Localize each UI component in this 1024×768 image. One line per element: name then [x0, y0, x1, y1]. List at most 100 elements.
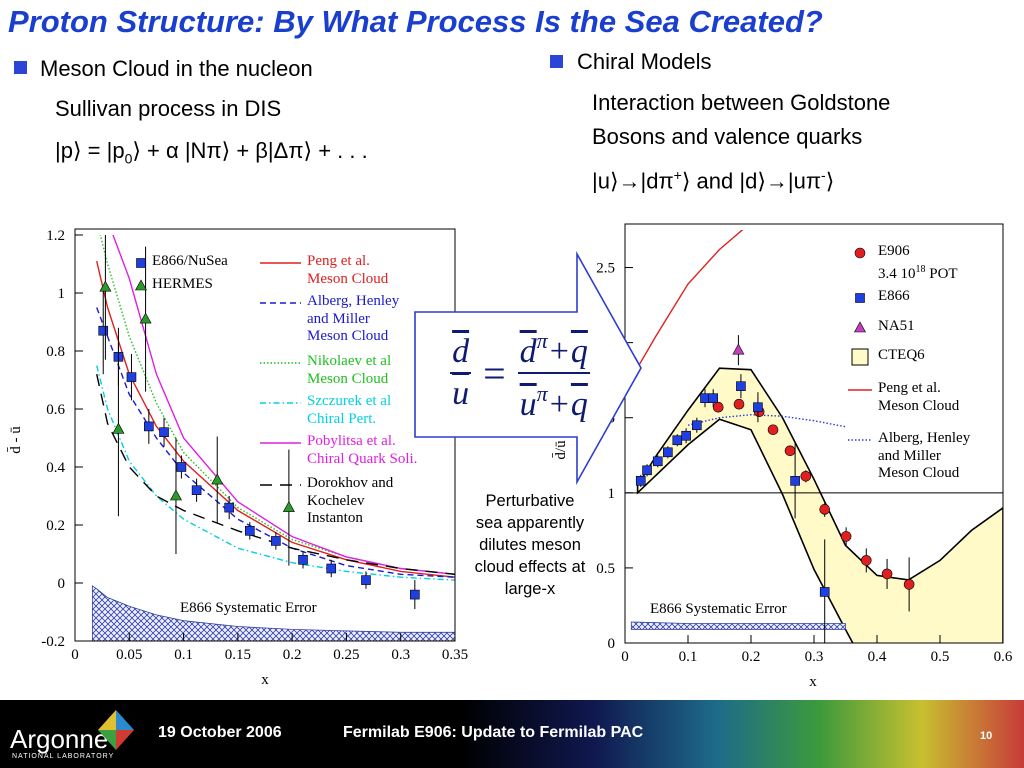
legend-entry: Alberg, Henley and Miller Meson Cloud [878, 430, 970, 481]
formula-sub: 0 [124, 150, 133, 167]
marker-square [245, 525, 255, 536]
marker-square [635, 476, 646, 486]
callout: Perturbative sea apparently dilutes meso… [474, 492, 586, 598]
marker-circle [854, 247, 866, 259]
legend-label: Dorokhov and Kochelev Instanton [307, 475, 394, 526]
legend-label: E906 [878, 243, 910, 259]
note-sup: 18 [915, 263, 926, 275]
marker-square [144, 421, 154, 432]
x-tick-label: 0.15 [225, 647, 251, 663]
footer-date: 19 October 2006 [158, 724, 282, 741]
marker-triangle [211, 473, 224, 485]
y-tick-label: 1.2 [46, 228, 65, 244]
marker-triangle [169, 489, 182, 501]
eq-symbol: d [519, 333, 537, 370]
marker-square [681, 430, 691, 441]
marker-circle [881, 568, 893, 580]
legend-entry: E866/NuSea [152, 253, 228, 269]
legend-entry: Peng et al. Meson Cloud [878, 380, 960, 414]
legend-swatch [851, 348, 869, 366]
formula-sup: - [821, 167, 826, 183]
marker-triangle [99, 280, 112, 292]
slide-title: Proton Structure: By What Process Is the… [8, 4, 823, 39]
marker-square [136, 258, 146, 268]
marker-triangle [112, 422, 125, 434]
left-formula: |p⟩ = |p0⟩ + α |Nπ⟩ + β|Δπ⟩ + . . . [55, 134, 368, 175]
legend-entry: Dorokhov and Kochelev Instanton [307, 475, 394, 526]
eq-sup: π [536, 381, 548, 406]
y-tick-label: 0 [608, 636, 616, 652]
y-axis-label: d̄/ū [553, 440, 569, 460]
formula-part: |p⟩ = |p [55, 138, 125, 163]
systematic-area [91, 585, 455, 641]
marker-circle [800, 470, 812, 482]
x-tick-label: 0.1 [174, 647, 193, 663]
eq-sup: π [536, 328, 548, 353]
y-tick-label: 0.2 [46, 518, 65, 534]
marker-square [663, 447, 673, 458]
bullet [14, 61, 27, 74]
legend-entry: Peng et al. Meson Cloud [307, 253, 388, 287]
logo-text: Argonne [10, 724, 109, 754]
x-tick-label: 0.1 [679, 649, 698, 665]
eq-symbol: q [570, 333, 588, 370]
arrow [414, 250, 642, 486]
formula-part: ⟩ + α |Nπ⟩ + β|Δπ⟩ + . . . [132, 138, 368, 163]
marker-circle [784, 445, 796, 457]
marker-square [326, 563, 337, 574]
legend-label: HERMES [152, 276, 213, 292]
eq-sign: = [483, 350, 506, 396]
marker-circle [733, 398, 745, 410]
marker-square [700, 393, 710, 404]
marker-square [753, 402, 763, 413]
plot-frame [624, 223, 1004, 644]
x-tick-label: 0.25 [333, 647, 359, 663]
legend-label: Alberg, Henley and Miller Meson Cloud [307, 293, 400, 344]
legend-entry: E906 3.4 1018 POT [878, 243, 958, 282]
systematic-band [630, 621, 846, 630]
chart: 00.10.20.30.40.50.600.511.522.5xd̄/ūE906… [553, 223, 1013, 690]
legend-label: CTEQ6 [878, 347, 925, 363]
marker-triangle [853, 321, 867, 333]
x-tick-label: 0.05 [116, 647, 142, 663]
note-part: 3.4 10 [878, 265, 916, 282]
legend-entry: Alberg, Henley and Miller Meson Cloud [307, 293, 400, 344]
curve [625, 230, 744, 390]
marker-square [652, 456, 663, 467]
page-number: 10 [980, 730, 993, 742]
logo-icon [98, 710, 134, 750]
marker-square [298, 554, 308, 565]
marker-square [126, 372, 137, 382]
formula-part: ⟩ [825, 168, 835, 194]
legend-label: Szczurek et al Chiral Pert. [307, 393, 392, 427]
legend-label: Peng et al. Meson Cloud [878, 380, 960, 414]
marker-square [692, 420, 702, 431]
formula-sup: + [673, 167, 682, 183]
legend-entry: Pobylitsa et al. Chiral Quark Soli. [307, 433, 417, 467]
eq-plus: + [549, 386, 569, 423]
footer: Argonne NATIONAL LABORATORY 19 October 2… [0, 700, 1024, 768]
curve [112, 235, 455, 575]
right-line: Interaction between Goldstone Bosons and… [592, 90, 891, 149]
marker-circle [767, 424, 779, 436]
marker-square [271, 536, 281, 546]
legend-entry: HERMES [152, 276, 213, 292]
x-tick-label: 0.3 [805, 649, 824, 665]
legend-label: E866/NuSea [152, 253, 228, 269]
equation: d u = dπ+q uπ+q [420, 318, 620, 428]
marker-square [736, 381, 746, 391]
x-tick-label: 0.35 [442, 647, 468, 663]
eq-symbol: u [452, 375, 470, 412]
curve [96, 374, 455, 575]
y-tick-label: 0.8 [46, 344, 65, 360]
x-tick-label: 0.5 [931, 649, 950, 665]
marker-square [191, 485, 202, 496]
rhs-fraction: dπ+q uπ+q [517, 323, 590, 423]
legend-entry: Nikolaev et al Meson Cloud [307, 353, 391, 387]
y-tick-label: 1 [608, 486, 616, 502]
footer-event: Fermilab E906: Update to Fermilab PAC [343, 724, 644, 741]
right-formula: |u⟩→|dπ+⟩ and |d⟩→|uπ-⟩ [592, 158, 834, 198]
marker-square [790, 476, 800, 486]
marker-circle [840, 531, 852, 542]
